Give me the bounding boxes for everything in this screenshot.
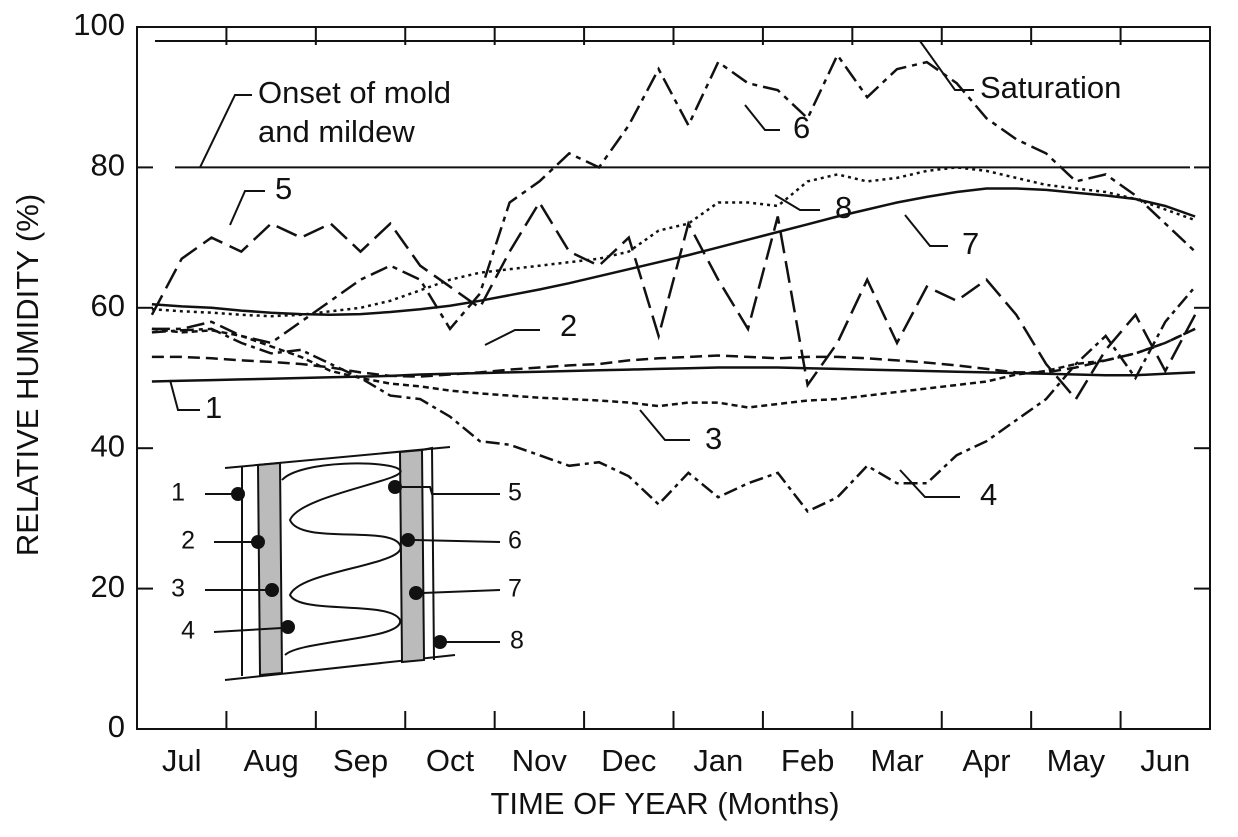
leader (402, 486, 500, 495)
leader (421, 589, 501, 594)
leader (213, 627, 283, 633)
leader (744, 104, 780, 131)
series-line (151, 52, 1196, 345)
leader (169, 379, 200, 411)
x-tick-label: Sep (333, 743, 388, 778)
leader (899, 469, 960, 498)
wall-diagram (224, 446, 456, 681)
x-tick-label: Apr (962, 743, 1010, 778)
x-tick-label: Jan (693, 743, 743, 778)
diagram-label: 2 (181, 527, 195, 555)
x-tick-label: Jun (1140, 743, 1190, 778)
reference-label: and mildew (258, 114, 415, 149)
x-tick-label: Mar (870, 743, 923, 778)
leader (919, 40, 974, 91)
diagram-label: 4 (181, 617, 195, 645)
diagram-label: 7 (508, 575, 522, 603)
diagram-label: 8 (510, 627, 524, 655)
series-line (151, 166, 1196, 318)
leader (904, 214, 948, 247)
reference-label: Saturation (980, 70, 1121, 105)
x-tick-label: Dec (601, 743, 656, 778)
series-line (151, 285, 1197, 513)
y-axis-label: RELATIVE HUMIDITY (%) (10, 194, 45, 556)
series-line (150, 200, 1197, 402)
series-line (151, 187, 1196, 317)
leader (774, 194, 820, 211)
series-label: 1 (205, 390, 222, 425)
series-label: 5 (275, 171, 292, 206)
diagram-label: 5 (508, 479, 522, 507)
leader (484, 329, 540, 346)
series-label: 2 (560, 308, 577, 343)
x-tick-label: Jul (162, 743, 202, 778)
y-tick-label: 80 (91, 148, 125, 183)
y-tick-label: 40 (91, 428, 125, 463)
reference-label: Onset of mold (258, 75, 451, 110)
x-tick-label: Feb (781, 743, 834, 778)
x-tick-label: May (1047, 743, 1106, 778)
y-tick-label: 0 (108, 709, 125, 744)
series-line (151, 366, 1196, 383)
series-line (151, 327, 1196, 409)
y-tick-label: 100 (73, 7, 125, 42)
series-label: 8 (835, 190, 852, 225)
leader (413, 539, 501, 543)
leader (199, 94, 252, 168)
series-line (151, 327, 1196, 378)
y-tick-label: 20 (91, 569, 125, 604)
series-label: 4 (980, 477, 997, 512)
y-tick-label: 60 (91, 288, 125, 323)
x-tick-label: Oct (426, 743, 475, 778)
series-label: 3 (705, 421, 722, 456)
series-label: 6 (793, 110, 810, 145)
x-axis-label: TIME OF YEAR (Months) (490, 786, 839, 821)
diagram-label: 1 (171, 479, 185, 507)
leader (639, 409, 690, 441)
diagram-label: 6 (508, 527, 522, 555)
x-tick-label: Aug (244, 743, 299, 778)
diagram-label: 3 (171, 575, 185, 603)
leader (229, 190, 265, 226)
x-tick-label: Nov (512, 743, 568, 778)
series-label: 7 (962, 226, 979, 261)
